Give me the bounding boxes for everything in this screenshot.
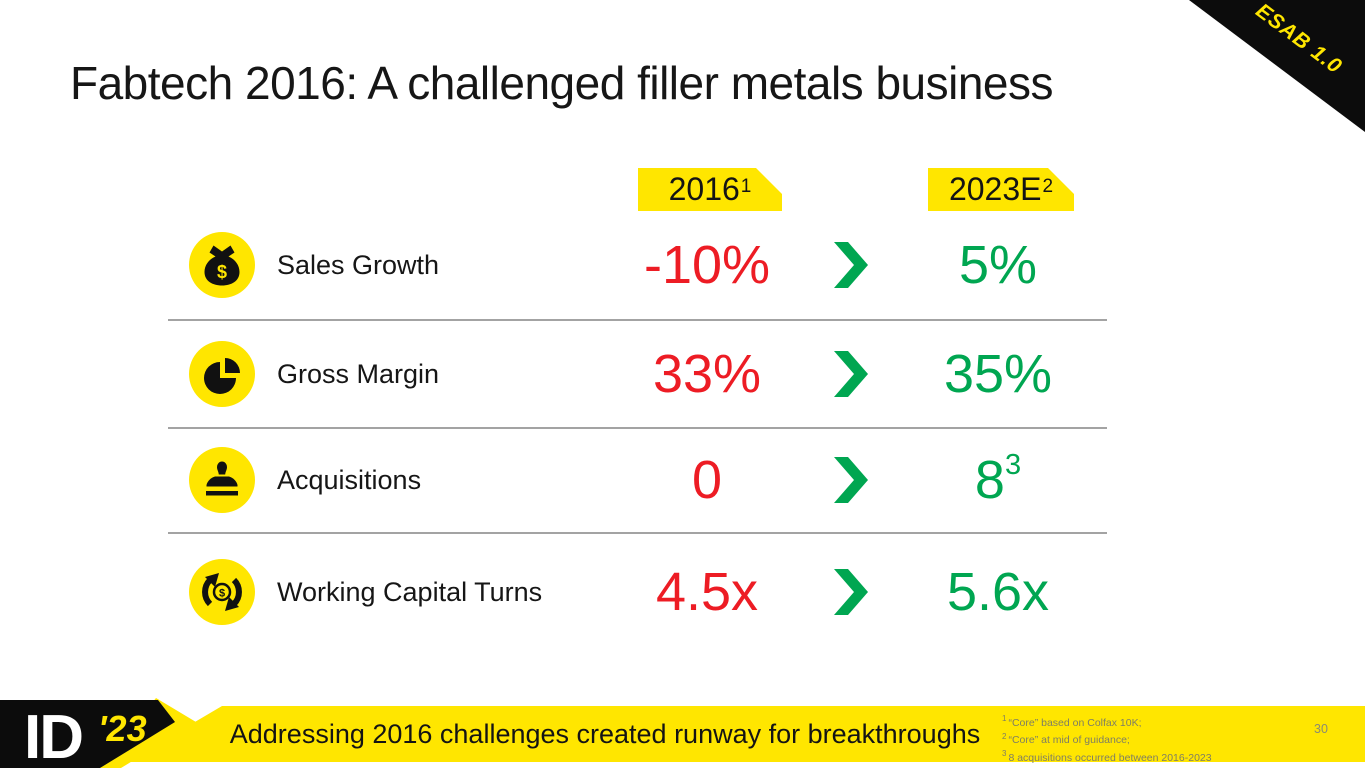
row-label: Sales Growth <box>277 249 440 280</box>
column-header-2023e: 2023E 2 <box>928 168 1074 211</box>
value-2023: 5.6x <box>946 562 1050 622</box>
corner-triangle <box>1189 0 1365 132</box>
chevron-right-icon <box>834 457 868 503</box>
table-row-acquisitions: Acquisitions 0 83 <box>0 438 1365 522</box>
footnote-2: 2 “Core” at mid of guidance; <box>1002 731 1130 747</box>
working-capital-cycle-icon: $ <box>189 559 255 625</box>
chevron-right-icon <box>834 242 868 288</box>
svg-text:$: $ <box>219 588 225 600</box>
footer-banner <box>127 706 1365 762</box>
page-number: 30 <box>1314 722 1328 736</box>
slide-title: Fabtech 2016: A challenged filler metals… <box>70 57 1054 109</box>
stamp-icon <box>189 447 255 513</box>
value-2016: 33% <box>652 344 762 404</box>
logo-year-text: '23 <box>98 708 147 749</box>
id23-logo: ID '23 <box>0 698 196 768</box>
row-label: Gross Margin <box>277 358 440 389</box>
table-row-working-capital-turns: $ Working Capital Turns 4.5x 5.6x <box>0 550 1365 634</box>
row-label: Acquisitions <box>277 464 422 495</box>
logo-black-shape <box>0 700 175 768</box>
column-header-2016-footnote-ref: 1 <box>740 175 752 197</box>
row-divider <box>168 319 1107 321</box>
column-header-2016-label: 2016 <box>668 171 740 207</box>
row-icon-wrap: $ <box>189 550 255 634</box>
value-2023: 35% <box>943 344 1053 404</box>
value-2016: 0 <box>691 450 723 510</box>
row-label: Working Capital Turns <box>277 576 543 607</box>
value-2016: -10% <box>643 235 771 295</box>
column-header-2023e-label: 2023E <box>948 171 1042 207</box>
row-divider <box>168 427 1107 429</box>
row-divider <box>168 532 1107 534</box>
table-row-sales-growth: $ Sales Growth -10% 5% <box>0 223 1365 307</box>
footer-banner-text: Addressing 2016 challenges created runwa… <box>229 718 981 749</box>
row-icon-wrap <box>189 438 255 522</box>
value-2016: 4.5x <box>655 562 759 622</box>
chevron-right-icon <box>834 569 868 615</box>
money-bag-icon: $ <box>189 232 255 298</box>
column-header-2023e-footnote-ref: 2 <box>1042 175 1054 197</box>
row-icon-wrap <box>189 332 255 416</box>
column-header-2016: 2016 1 <box>638 168 782 211</box>
footnotes: 1 “Core” based on Colfax 10K; 2 “Core” at … <box>1002 712 1212 765</box>
chevron-right-icon <box>834 351 868 397</box>
value-2023: 5% <box>958 235 1038 295</box>
corner-ribbon: ESAB 1.0 <box>1189 0 1365 132</box>
table-row-gross-margin: Gross Margin 33% 35% <box>0 332 1365 416</box>
logo-id-text: ID <box>24 703 82 768</box>
row-icon-wrap: $ <box>189 223 255 307</box>
svg-text:$: $ <box>217 262 227 282</box>
pie-chart-icon <box>189 341 255 407</box>
footnote-1: 1 “Core” based on Colfax 10K; <box>1002 714 1142 729</box>
value-2023: 83 <box>974 449 1022 510</box>
